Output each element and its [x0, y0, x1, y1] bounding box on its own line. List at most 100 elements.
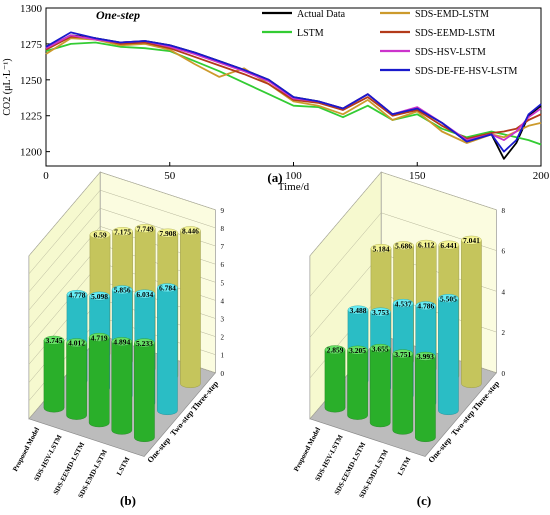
bar-three-step-lstm: 8.446: [180, 226, 201, 388]
bar-body: [392, 353, 414, 435]
bar-top: [111, 337, 133, 346]
bar-value-label: 6.784: [159, 284, 176, 293]
category-label: SDS-HSV-LSTM: [33, 433, 64, 482]
bar-two-step-lstm: 5.505: [438, 294, 459, 415]
bar-value-label: 3.488: [350, 306, 367, 315]
bar3d-chart-panel-b: 0 1 2 3 4 5 6 7 8 9 6.59 7.175 7.749 7.908 8.446 4.778 5…: [11, 171, 224, 508]
bar-one-step-lstm: 5.233: [134, 338, 155, 442]
bar-value-label: 4.719: [91, 333, 108, 342]
bar-value-label: 3.745: [46, 336, 63, 345]
bar-value-label: 4.786: [417, 302, 434, 311]
category-label: Proposed Model: [292, 426, 322, 473]
bar-top: [134, 224, 156, 233]
bar-value-label: 7.749: [137, 224, 154, 233]
z-tick-label: 2: [220, 334, 224, 342]
bar-one-step-sds-hsv-lstm: 3.205: [347, 345, 368, 420]
bar-two-step-lstm: 6.784: [157, 283, 178, 415]
series-line-sds-de-fe-hsv-lstm: [45, 31, 542, 153]
bar-body: [134, 342, 155, 442]
category-label: SDS-EMD-LSTM: [77, 448, 109, 499]
y-tick-label: 1200: [20, 147, 43, 159]
bar-top: [89, 230, 111, 240]
bar-top: [415, 351, 436, 361]
bar-top: [392, 349, 414, 359]
bar-value-label: 3.993: [417, 352, 434, 361]
bar-value-label: 7.175: [114, 227, 131, 236]
bar-top: [89, 291, 110, 301]
category-label: LSTM: [115, 455, 132, 477]
z-tick-label: 1: [220, 352, 224, 360]
y-axis-label: CO2 (μL·L⁻¹): [2, 58, 13, 115]
z-tick-label: 6: [501, 248, 505, 256]
bar-top: [392, 298, 414, 308]
bar-value-label: 7.908: [159, 229, 176, 238]
bar-value-label: 6.112: [418, 240, 435, 249]
y-tick-label: 1300: [20, 3, 43, 15]
category-label: SDS-HSV-LSTM: [314, 433, 345, 482]
bar-body: [324, 349, 346, 413]
legend-label: SDS-DE-FE-HSV-LSTM: [415, 66, 518, 77]
bar-value-label: 4.778: [69, 290, 86, 299]
bar-body: [157, 287, 178, 415]
bar-top: [111, 285, 133, 295]
z-tick-label: 0: [501, 370, 505, 378]
bar-top: [43, 335, 65, 345]
z-tick-label: 3: [220, 315, 224, 323]
bar-body: [88, 337, 110, 428]
z-tick-label: 9: [220, 207, 224, 215]
line-chart-panel-a: 0 50 100 150 200 1200 1225 1250 1275 1300 Time/d CO…: [2, 3, 550, 193]
x-tick-label: 0: [43, 170, 49, 182]
bar-value-label: 5.098: [91, 292, 108, 301]
bar-one-step-sds-emd-lstm: 4.894: [111, 337, 133, 435]
bar-value-label: 6.441: [440, 241, 457, 250]
bar-value-label: 3.205: [349, 346, 366, 355]
bar-value-label: 4.012: [68, 339, 85, 348]
bar-value-label: 5.856: [114, 286, 131, 295]
bar-top: [415, 301, 437, 311]
bar-value-label: 5.686: [395, 242, 412, 251]
bar-one-step-sds-hsv-lstm: 4.012: [66, 338, 87, 420]
z-gridline: [28, 171, 216, 256]
z-tick-label: 4: [220, 297, 224, 305]
x-tick-label: 200: [533, 170, 550, 182]
bar3d-chart-panel-c: 0 2 4 6 8 5.184 5.686 6.112 6.441 7.041 3.488 3.753…: [292, 171, 505, 508]
bar-top: [324, 345, 346, 355]
legend-label: LSTM: [297, 28, 324, 39]
z-gridline: [309, 212, 497, 297]
series-line-sds-eemd-lstm: [45, 35, 542, 140]
z-tick-label: 8: [220, 225, 224, 233]
z-tick-label: 5: [220, 279, 224, 287]
bar-top: [157, 283, 178, 293]
category-label: SDS-EMD-LSTM: [358, 448, 390, 499]
bar-body: [438, 298, 459, 415]
bar-top: [112, 227, 133, 236]
x-tick-label: 150: [409, 170, 426, 182]
panel-label: (c): [417, 493, 431, 508]
bar-top: [438, 240, 460, 250]
bar-top: [134, 338, 155, 348]
bar-value-label: 5.233: [136, 339, 153, 348]
bar-value-label: 5.505: [440, 294, 457, 303]
z-tick-label: 4: [501, 288, 505, 296]
category-label: Proposed Model: [11, 426, 41, 473]
z-gridline: [309, 171, 497, 256]
bar-body: [461, 239, 482, 388]
bar-value-label: 6.034: [136, 290, 153, 299]
z-tick-label: 2: [501, 329, 505, 337]
bar-one-step-proposed-model: 3.745: [43, 335, 65, 413]
y-tick-label: 1225: [20, 111, 43, 123]
bar-value-label: 4.894: [113, 338, 130, 347]
z-tick-label: 6: [220, 261, 224, 269]
x-axis-label: Time/d: [278, 181, 310, 193]
bar-body: [180, 230, 201, 388]
bar-one-step-proposed-model: 2.859: [324, 345, 346, 413]
panel-label: (b): [120, 493, 136, 508]
bar-value-label: 5.184: [373, 244, 390, 253]
bar-body: [111, 341, 133, 435]
bar-top: [66, 290, 88, 299]
bar-body: [369, 348, 391, 428]
bar-value-label: 8.446: [182, 227, 199, 236]
bar-top: [461, 235, 482, 245]
bar-one-step-sds-eemd-lstm: 3.655: [369, 343, 391, 428]
legend-label: Actual Data: [297, 9, 346, 20]
